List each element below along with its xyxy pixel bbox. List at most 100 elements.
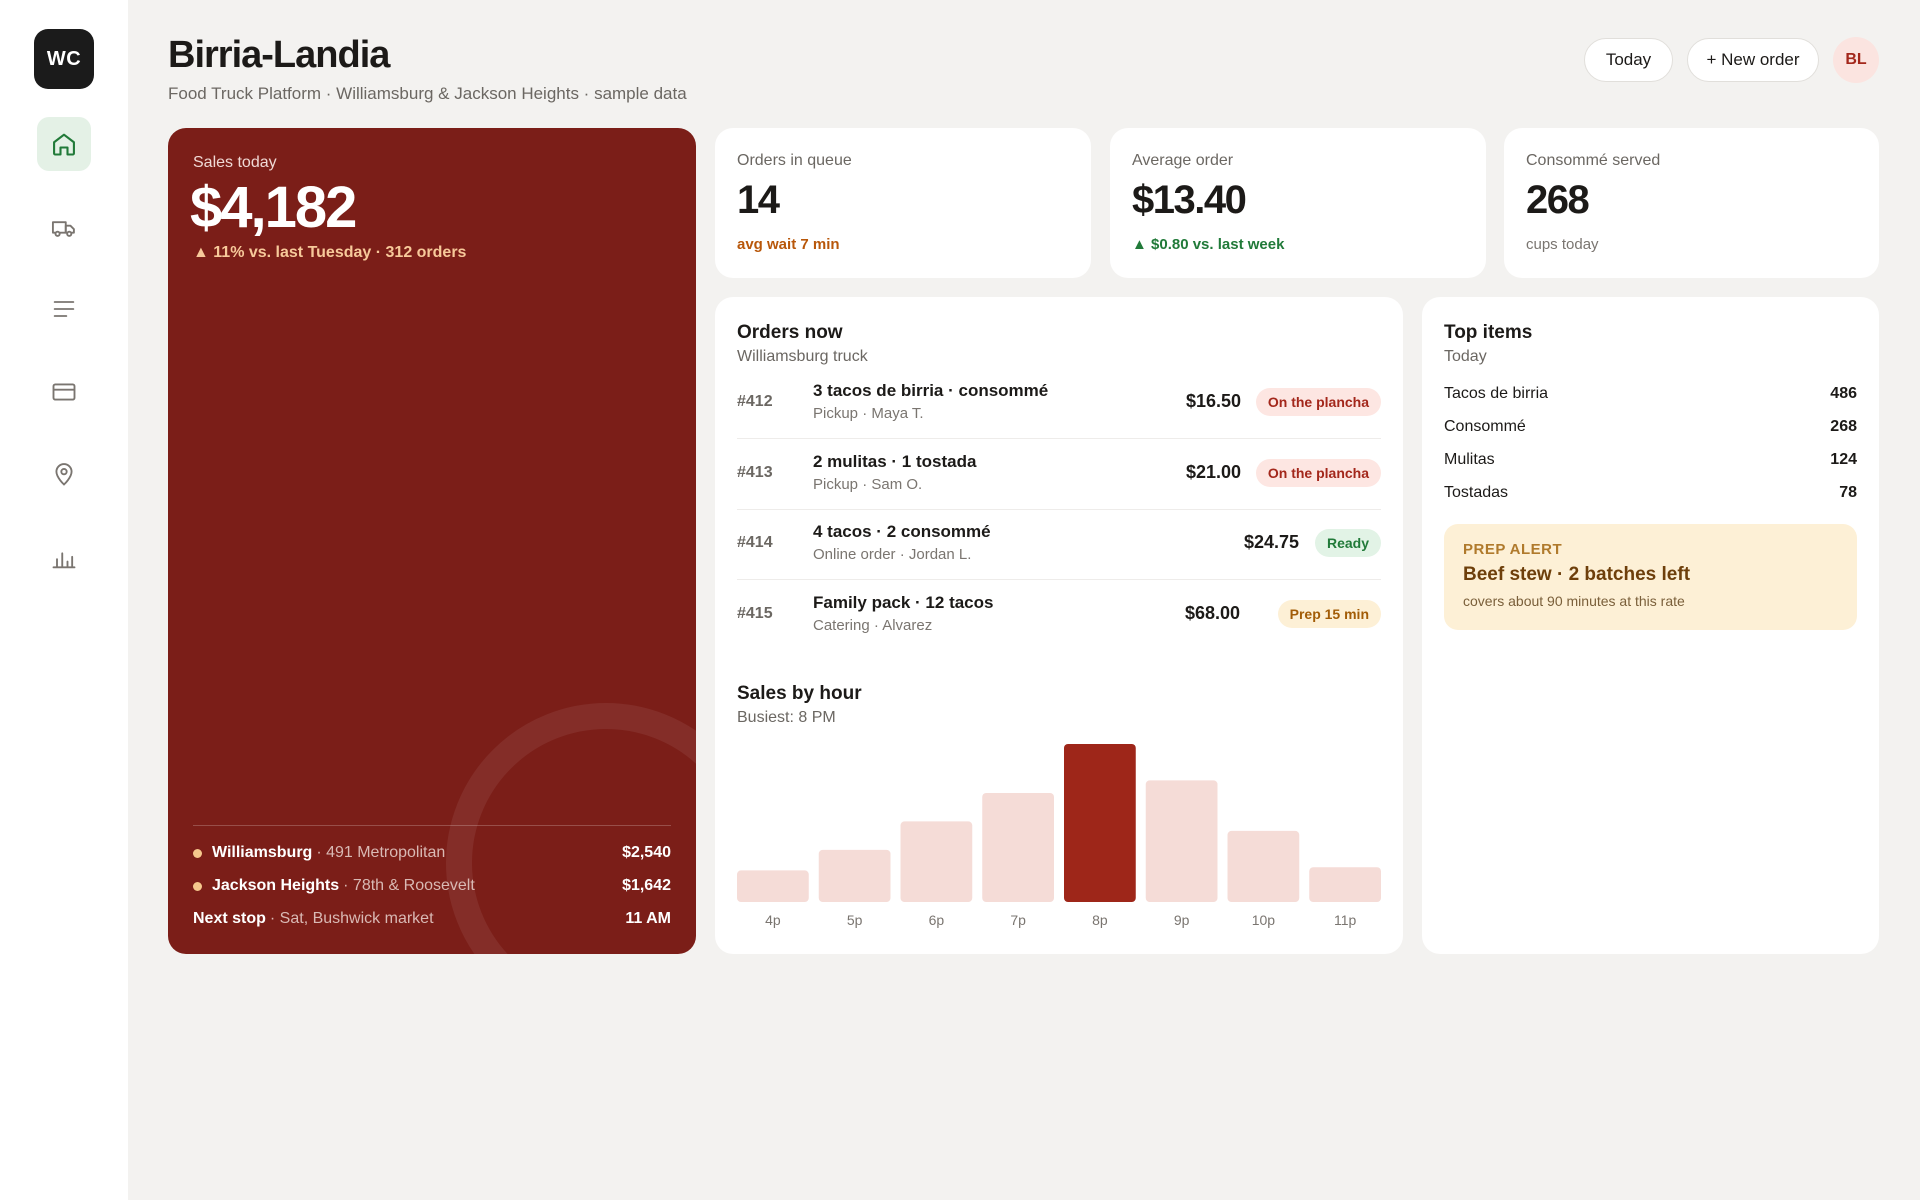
- tick-label-11p: 11p: [1334, 912, 1357, 928]
- card-icon: [52, 383, 76, 401]
- top-item-row: Consommé 268: [1444, 418, 1857, 440]
- today-button[interactable]: Today: [1584, 38, 1673, 82]
- tick-label-6p: 6p: [929, 912, 945, 928]
- page-subtitle: Food Truck Platform · Williamsburg & Jac…: [168, 84, 687, 103]
- bar-5p: [818, 849, 891, 902]
- stat-card-average-order: Average order $13.40 ▲ $0.80 vs. last we…: [1110, 128, 1486, 278]
- order-price: $21.00: [1185, 462, 1241, 482]
- app-logo[interactable]: WC: [34, 29, 94, 89]
- order-description: Family pack · 12 tacos: [813, 593, 994, 612]
- top-item-name: Tostadas: [1444, 484, 1509, 501]
- nav-trucks[interactable]: [37, 201, 91, 255]
- bar-8p: [1064, 744, 1136, 902]
- order-row[interactable]: #415 Family pack · 12 tacos Catering · A…: [737, 581, 1381, 651]
- tick-label-5p: 5p: [847, 912, 863, 928]
- divider: [193, 825, 671, 826]
- page-title: Birria-Landia: [168, 34, 390, 76]
- bar-7p: [982, 792, 1054, 902]
- tick-label-10p: 10p: [1252, 912, 1276, 928]
- location-row: Williamsburg · 491 Metropolitan $2,540: [193, 842, 671, 864]
- order-description: 4 tacos · 2 consommé: [813, 522, 991, 541]
- location-pin-icon: [55, 463, 73, 486]
- top-item-row: Tacos de birria 486: [1444, 385, 1857, 407]
- nav-home[interactable]: [37, 117, 91, 171]
- order-price: $16.50: [1185, 391, 1241, 411]
- tick-label-9p: 9p: [1174, 912, 1190, 928]
- location-dot: [193, 881, 202, 891]
- home-icon: [53, 133, 75, 156]
- tick-label-8p: 8p: [1092, 912, 1108, 928]
- sales-by-hour-chart: 4p 5p 6p 7p 8p 9p 10p 11p: [737, 744, 1381, 928]
- sales-today-value: $4,182: [190, 175, 357, 240]
- top-item-name: Consommé: [1444, 418, 1526, 435]
- stat-label: Consommé served: [1526, 152, 1661, 169]
- stat-label: Orders in queue: [737, 152, 852, 169]
- sales-today-label: Sales today: [193, 154, 277, 171]
- top-item-row: Tostadas 78: [1444, 484, 1857, 506]
- top-item-count: 78: [1839, 484, 1857, 501]
- orders-title: Orders now: [737, 322, 843, 343]
- order-description: 2 mulitas · 1 tostada: [813, 452, 977, 471]
- order-row[interactable]: #412 3 tacos de birria · consommé Pickup…: [737, 369, 1381, 439]
- next-stop-row: Next stop · Sat, Bushwick market 11 AM: [193, 908, 671, 930]
- stat-sub: ▲ $0.80 vs. last week: [1132, 236, 1285, 253]
- orders-subtitle: Williamsburg truck: [737, 348, 868, 365]
- order-meta: Pickup · Sam O.: [813, 476, 923, 493]
- location-sales: $2,540: [622, 844, 671, 861]
- sales-today-card: Sales today $4,182 ▲ 11% vs. last Tuesda…: [168, 128, 696, 954]
- order-id: #415: [737, 605, 773, 622]
- top-items-card: Top items Today Tacos de birria 486 Cons…: [1422, 297, 1879, 954]
- order-row[interactable]: #413 2 mulitas · 1 tostada Pickup · Sam …: [737, 440, 1381, 510]
- order-row[interactable]: #414 4 tacos · 2 consommé Online order ·…: [737, 510, 1381, 580]
- tick-label-7p: 7p: [1010, 912, 1026, 928]
- top-item-count: 124: [1830, 451, 1857, 468]
- nav-locations[interactable]: [37, 447, 91, 501]
- bar-6p: [900, 821, 973, 902]
- next-stop-label: Next stop: [193, 910, 266, 927]
- order-price: $68.00: [1184, 603, 1240, 623]
- location-sales: $1,642: [622, 877, 671, 894]
- top-items-subtitle: Today: [1444, 348, 1487, 365]
- stat-card-orders-queue: Orders in queue 14 avg wait 7 min: [715, 128, 1091, 278]
- nav-reports[interactable]: [37, 531, 91, 585]
- next-stop-detail: · Sat, Bushwick market: [269, 910, 434, 927]
- sidebar: WC: [0, 0, 128, 1200]
- stat-sub: avg wait 7 min: [737, 236, 840, 253]
- order-meta: Catering · Alvarez: [813, 617, 933, 634]
- orders-now-card: Orders now Williamsburg truck #412 3 tac…: [715, 297, 1403, 954]
- truck-icon: [51, 221, 75, 237]
- top-item-count: 268: [1830, 418, 1857, 435]
- top-item-row: Mulitas 124: [1444, 451, 1857, 473]
- sales-today-delta: ▲ 11% vs. last Tuesday · 312 orders: [193, 244, 467, 261]
- status-badge: Ready: [1314, 529, 1381, 557]
- location-dot: [193, 848, 202, 858]
- bar-4p: [737, 870, 809, 902]
- sales-by-hour-title: Sales by hour: [737, 683, 862, 704]
- list-icon: [53, 301, 75, 317]
- top-item-name: Mulitas: [1444, 451, 1495, 468]
- order-meta: Online order · Jordan L.: [813, 546, 972, 563]
- next-stop-time: 11 AM: [625, 910, 671, 927]
- location-address: · 491 Metropolitan: [316, 844, 446, 861]
- avatar[interactable]: BL: [1833, 37, 1879, 83]
- top-item-name: Tacos de birria: [1444, 385, 1549, 402]
- stat-card-consomme: Consommé served 268 cups today: [1504, 128, 1879, 278]
- bar-11p: [1309, 867, 1381, 902]
- order-id: #413: [737, 464, 773, 481]
- status-badge: Prep 15 min: [1277, 600, 1381, 628]
- bar-9p: [1145, 780, 1218, 902]
- prep-alert-title: Beef stew · 2 batches left: [1463, 564, 1691, 585]
- bar-10p: [1227, 830, 1300, 902]
- location-name: Jackson Heights: [212, 877, 340, 894]
- top-item-count: 486: [1830, 385, 1857, 402]
- status-badge: On the plancha: [1255, 388, 1381, 416]
- location-name: Williamsburg: [212, 844, 313, 861]
- order-meta: Pickup · Maya T.: [813, 405, 924, 422]
- new-order-button[interactable]: + New order: [1687, 38, 1819, 82]
- nav-orders[interactable]: [37, 282, 91, 336]
- prep-alert: PREP ALERT Beef stew · 2 batches left co…: [1444, 524, 1857, 630]
- order-id: #412: [737, 393, 773, 410]
- prep-alert-subtitle: covers about 90 minutes at this rate: [1463, 593, 1685, 609]
- sales-by-hour-subtitle: Busiest: 8 PM: [737, 709, 836, 726]
- nav-payments[interactable]: [37, 365, 91, 419]
